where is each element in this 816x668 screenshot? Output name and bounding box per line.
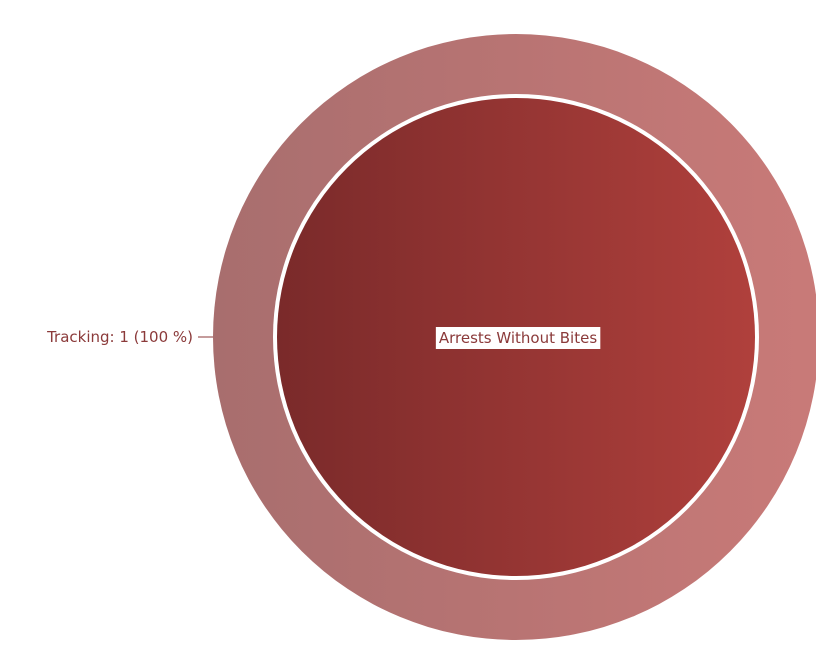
outer-slice-label-group: Tracking: 1 (100 %) bbox=[46, 328, 213, 346]
outer-slice-data-label: Tracking: 1 (100 %) bbox=[46, 328, 193, 346]
inner-slice-data-label: Arrests Without Bites bbox=[439, 329, 597, 347]
inner-label-background bbox=[435, 327, 601, 349]
inner-slice-label-group: Arrests Without Bites bbox=[435, 327, 601, 349]
